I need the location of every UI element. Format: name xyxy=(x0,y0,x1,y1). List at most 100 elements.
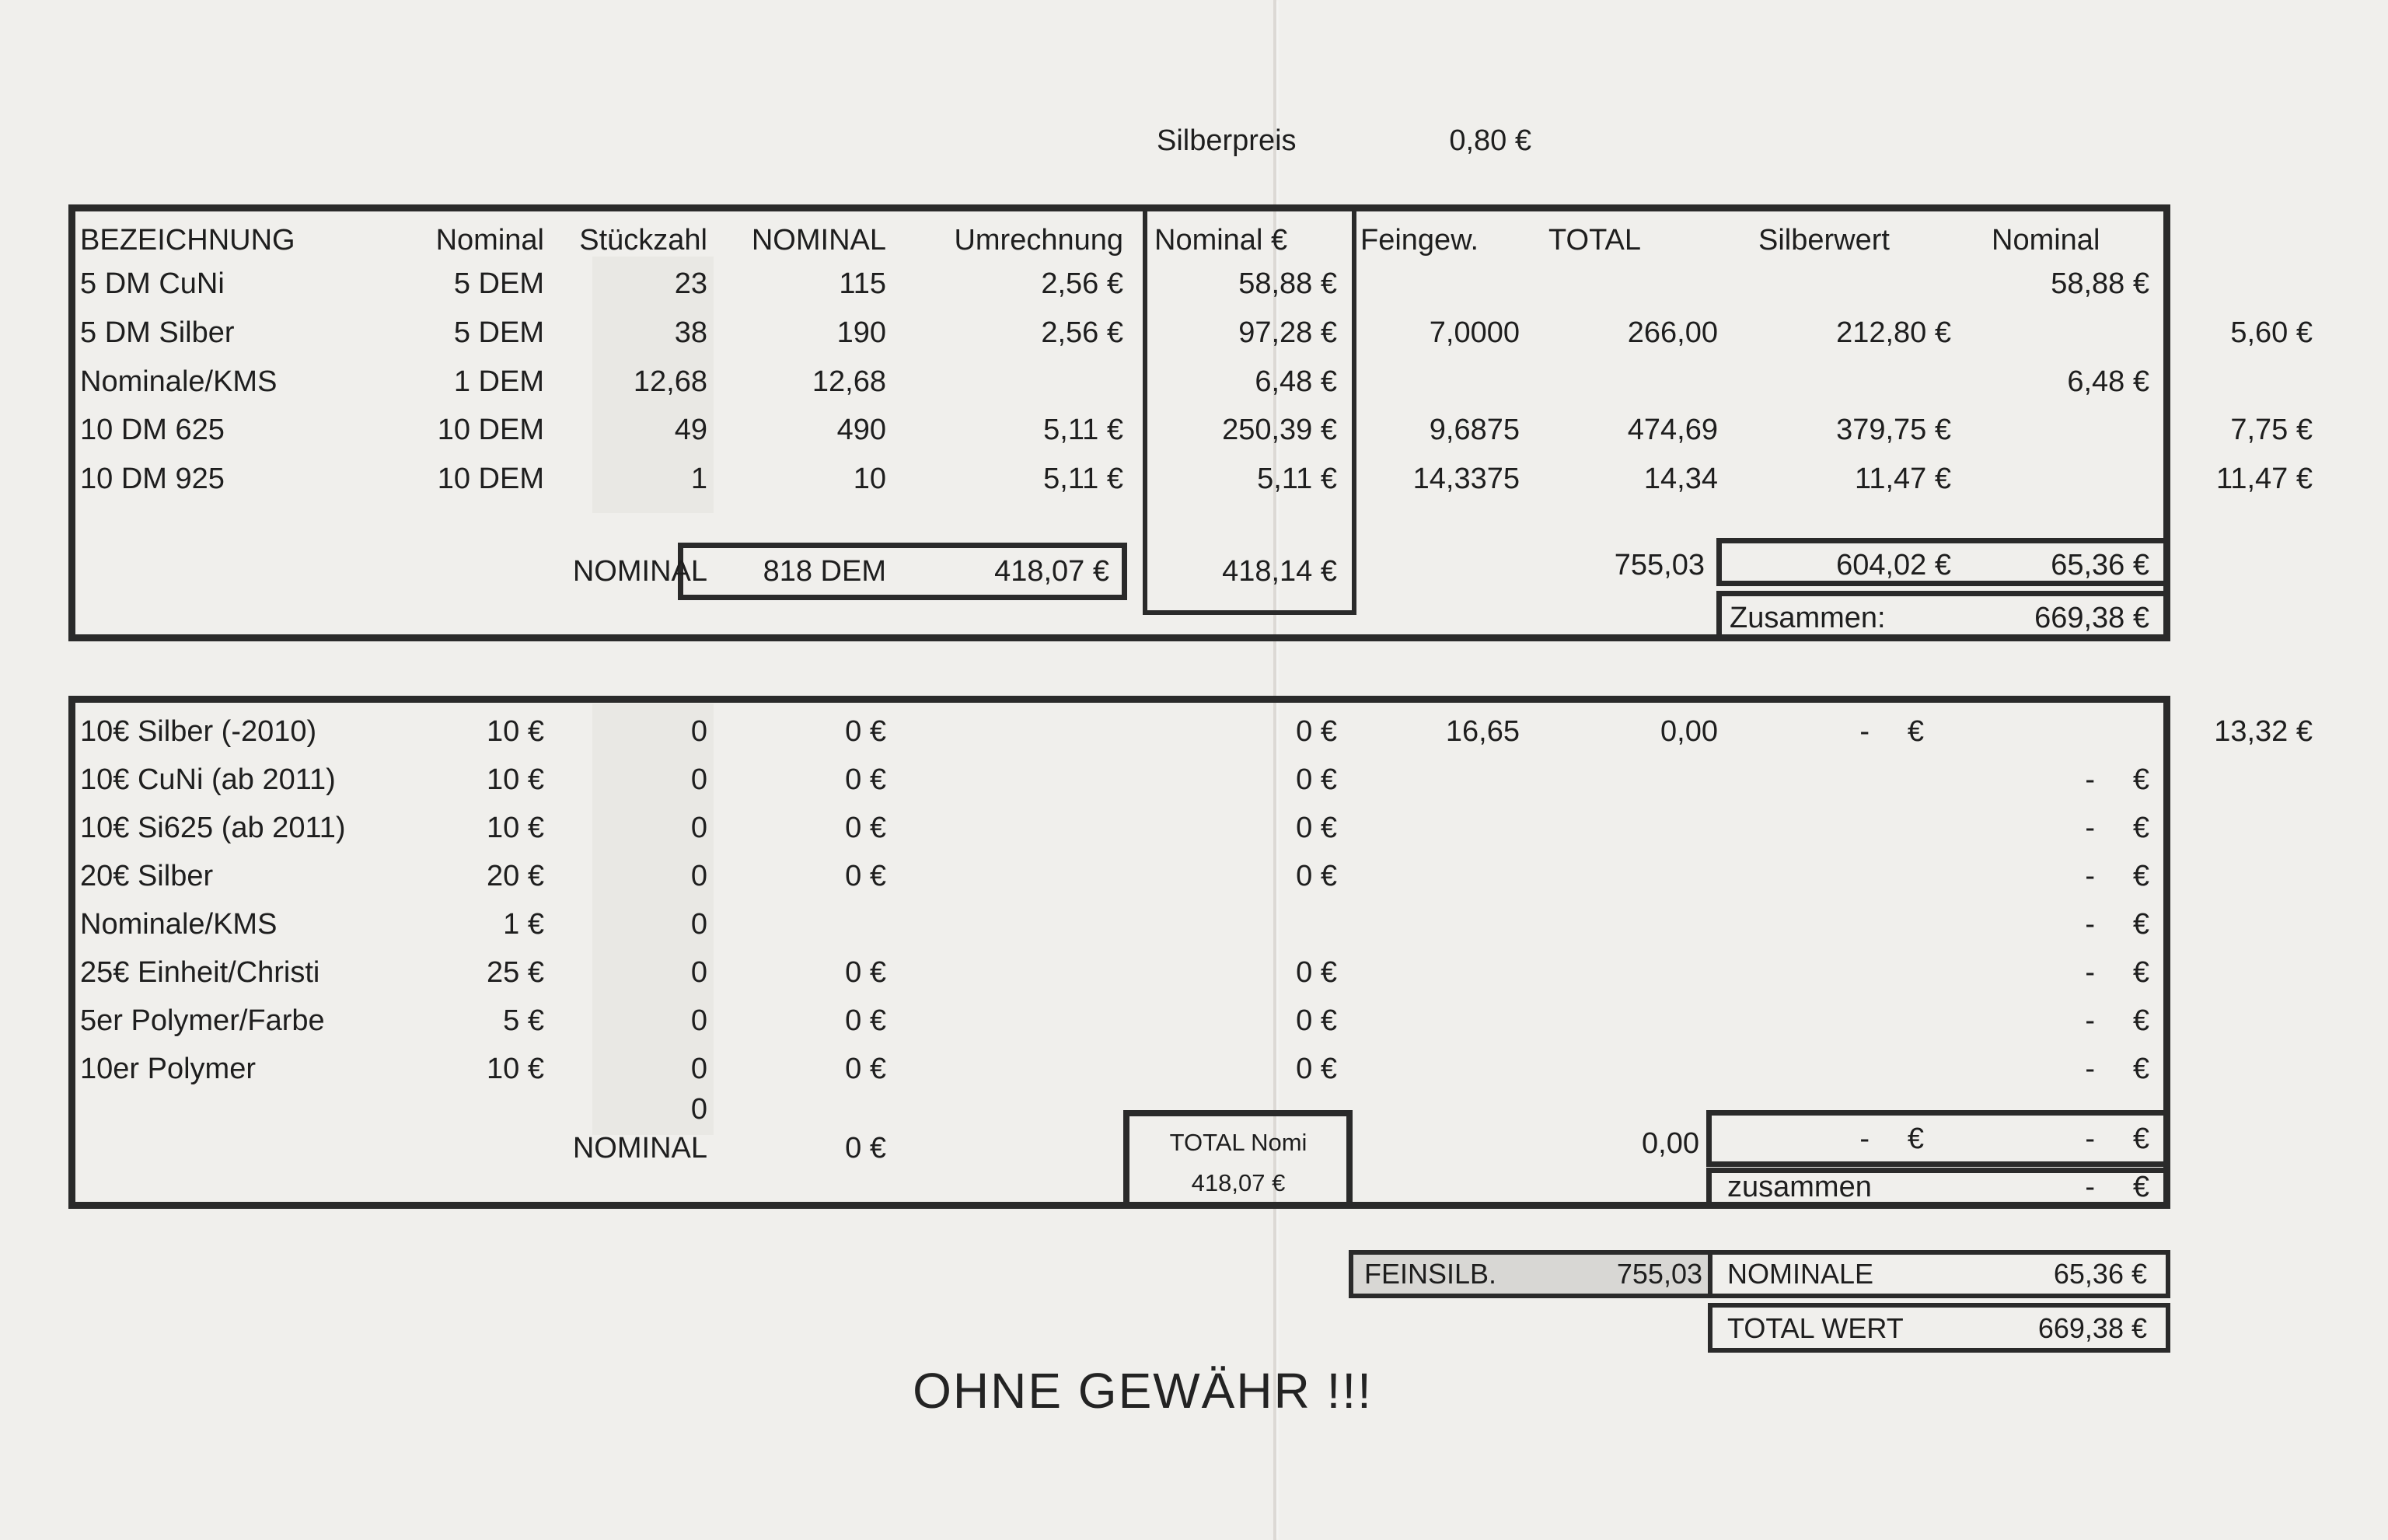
cell-label: 10 DM 625 xyxy=(80,414,225,446)
table2-row: 5er Polymer/Farbe 5 € 0 0 € 0 € - € xyxy=(0,998,2388,1043)
table2-extra-zero-row: 0 xyxy=(0,1087,2388,1132)
nominal-eur-total: 418,14 € xyxy=(1222,555,1337,588)
cell: 379,75 € xyxy=(1836,414,1951,446)
table2-nominal-row: NOMINAL 0 € xyxy=(0,1126,2388,1171)
accounting-euro: € xyxy=(2132,908,2149,941)
cell: 266,00 xyxy=(1627,316,1718,349)
table2-row: 10er Polymer 10 € 0 0 € 0 € - € xyxy=(0,1046,2388,1091)
accounting-euro: € xyxy=(2132,1123,2149,1155)
cell: 10 € xyxy=(487,715,544,748)
cell: 97,28 € xyxy=(1238,316,1337,349)
cell: 0 € xyxy=(1296,1004,1337,1037)
cell: 0 xyxy=(690,860,707,892)
cell: 14,34 xyxy=(1643,463,1718,495)
cell-total: 0,00 xyxy=(1660,715,1718,748)
cell-outside: 13,32 € xyxy=(2214,715,2313,748)
col-header-nominal-eur: Nominal € xyxy=(1154,224,1288,257)
cell: 1 xyxy=(690,463,707,495)
cell: 1 € xyxy=(503,908,544,941)
cell: 0 € xyxy=(1296,956,1337,989)
cell: 10 € xyxy=(487,763,544,796)
cell: 12,68 xyxy=(812,365,886,398)
table2-row: Nominale/KMS 1 € 0 - € xyxy=(0,902,2388,947)
table1-border xyxy=(68,204,2170,641)
col-header-feingew: Feingew. xyxy=(1360,224,1479,257)
cell: 0 xyxy=(690,956,707,989)
accounting-dash: - xyxy=(2085,1171,2095,1203)
table2-zusammen-box xyxy=(1706,1168,2170,1209)
cell-label: Nominale/KMS xyxy=(80,908,278,941)
cell-label: Nominale/KMS xyxy=(80,365,278,398)
zusammen-label: zusammen xyxy=(1727,1171,1872,1203)
total-nomi-box xyxy=(1123,1110,1353,1209)
feinsilb-value: 755,03 xyxy=(1616,1258,1702,1290)
cell: 212,80 € xyxy=(1836,316,1951,349)
nominale-label: NOMINALE xyxy=(1727,1258,1874,1290)
cell: 5,11 € xyxy=(1043,414,1123,446)
cell: 5,11 € xyxy=(1043,463,1123,495)
table1-zusammen-row: Zusammen: 669,38 € xyxy=(0,595,2388,641)
table1-totals-row: NOMINAL 818 DEM 418,07 € 418,14 € xyxy=(0,549,2388,594)
accounting-euro: € xyxy=(2132,812,2149,844)
cell: 1 DEM xyxy=(453,365,544,398)
cell: 10 DEM xyxy=(437,414,544,446)
cell: 0 € xyxy=(845,1004,886,1037)
accounting-dash: - xyxy=(2085,956,2095,989)
cell: 20 € xyxy=(487,860,544,892)
total-nomi-value: 418,07 € xyxy=(1191,1169,1286,1196)
accounting-euro: € xyxy=(2132,1004,2149,1037)
accounting-euro: € xyxy=(1907,1123,1924,1155)
cell-label: 5 DM Silber xyxy=(80,316,235,349)
accounting-euro: € xyxy=(2132,956,2149,989)
cell: 0 xyxy=(690,763,707,796)
cell: 0 xyxy=(690,1093,707,1126)
col-header-nominal: Nominal xyxy=(435,224,544,257)
accounting-dash: - xyxy=(2085,1123,2095,1155)
table2-row: 10€ CuNi (ab 2011) 10 € 0 0 € 0 € - € xyxy=(0,757,2388,802)
cell: 474,69 xyxy=(1627,414,1718,446)
accounting-euro: € xyxy=(2132,1053,2149,1085)
cell: 490 xyxy=(836,414,886,446)
accounting-dash: - xyxy=(2085,1053,2095,1085)
table2-silver-total-box xyxy=(1706,1110,2170,1167)
cell-feingew: 16,65 xyxy=(1445,715,1520,748)
cell: 23 xyxy=(674,267,707,300)
cell: 0 € xyxy=(845,763,886,796)
cell: 10 xyxy=(853,463,886,495)
cell: 0 € xyxy=(1296,763,1337,796)
summary-total-wert-row: TOTAL WERT 669,38 € xyxy=(0,1308,2388,1350)
cell-outside: 7,75 € xyxy=(2230,414,2313,446)
cell: 5 DEM xyxy=(453,267,544,300)
cell-label: 10 DM 925 xyxy=(80,463,225,495)
col-header-stueckzahl: Stückzahl xyxy=(579,224,707,257)
cell: 0 € xyxy=(1296,1053,1337,1085)
col-header-bezeichnung: BEZEICHNUNG xyxy=(80,224,295,257)
table1-row: 5 DM Silber 5 DEM 38 190 2,56 € 97,28 € … xyxy=(0,310,2388,355)
nominal-eur-column-right-border xyxy=(1352,204,1356,615)
cell: 0 xyxy=(690,908,707,941)
cell-outside: 5,60 € xyxy=(2230,316,2313,349)
cell: 0 € xyxy=(845,812,886,844)
cell: 6,48 € xyxy=(1255,365,1337,398)
cell: 9,6875 xyxy=(1429,414,1520,446)
cell: 0 € xyxy=(1296,812,1337,844)
accounting-dash: - xyxy=(2085,860,2095,892)
cell: 58,88 € xyxy=(1238,267,1337,300)
silberwert-total: 604,02 € xyxy=(1836,549,1951,581)
col-header-total: TOTAL xyxy=(1548,224,1641,257)
cell: 10 € xyxy=(487,1053,544,1085)
zusammen-box xyxy=(1716,591,2170,641)
table1-row: 5 DM CuNi 5 DEM 23 115 2,56 € 58,88 € 58… xyxy=(0,261,2388,306)
nominal-eur-column-left-border xyxy=(1143,204,1147,615)
silver-price-label: Silberpreis xyxy=(1157,124,1297,157)
cell: 0 xyxy=(690,1053,707,1085)
nominal-total-label: NOMINAL xyxy=(572,555,707,588)
accounting-euro: € xyxy=(2132,860,2149,892)
total-nomi-label: TOTAL Nomi xyxy=(1169,1129,1307,1156)
cell: 0 € xyxy=(845,715,886,748)
nominal-total-eur: 418,07 € xyxy=(994,555,1109,588)
col-header-nominal2: Nominal xyxy=(1992,224,2100,257)
table2-row: 25€ Einheit/Christi 25 € 0 0 € 0 € - € xyxy=(0,950,2388,995)
disclaimer-text: OHNE GEWÄHR !!! xyxy=(913,1363,1373,1419)
